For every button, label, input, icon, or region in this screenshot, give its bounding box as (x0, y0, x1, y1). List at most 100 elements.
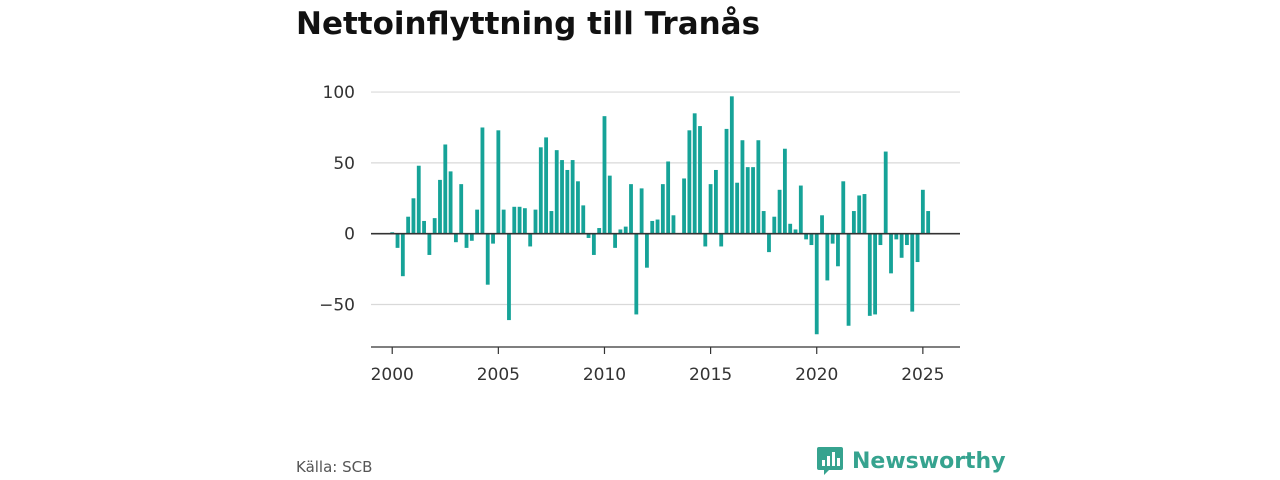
bar (400, 233, 405, 277)
bar (703, 233, 708, 247)
gridlines (371, 91, 960, 306)
y-tick-label: −50 (319, 296, 355, 316)
newsworthy-bar-chart-logo-icon (817, 447, 843, 475)
bar (830, 233, 835, 244)
bar (411, 198, 416, 234)
bar (660, 184, 665, 234)
bar (740, 140, 745, 234)
bar (682, 178, 686, 234)
bar (464, 233, 469, 248)
tick-labels: −50 0 50 100 2000 2005 2010 2015 2020 2025 (319, 83, 944, 385)
bar (889, 233, 893, 274)
bar (395, 233, 400, 248)
bar (655, 219, 660, 234)
bar (586, 233, 591, 238)
bar (501, 209, 506, 234)
bar (719, 233, 724, 247)
bar (809, 233, 814, 246)
bar (862, 194, 867, 234)
bar (788, 223, 793, 234)
bar (581, 205, 586, 234)
bar (915, 233, 920, 263)
bar (485, 233, 490, 285)
bar (597, 228, 602, 234)
bar (406, 216, 411, 234)
y-tick-label: 0 (344, 225, 355, 245)
bar (538, 147, 543, 234)
brand-logo: Newsworthy (816, 446, 1006, 476)
bar (639, 188, 644, 234)
bar (533, 209, 538, 234)
y-tick-label: 100 (323, 83, 355, 103)
y-tick-label: 50 (333, 154, 355, 174)
bar (469, 233, 474, 241)
bar (910, 233, 915, 312)
bar (735, 182, 740, 234)
bar (438, 179, 442, 234)
bar (522, 208, 527, 234)
bar (851, 211, 856, 234)
x-tick-label: 2025 (901, 365, 944, 385)
bar (480, 127, 485, 234)
bar (713, 169, 718, 234)
bar (544, 137, 549, 234)
bar (724, 128, 729, 234)
bar (576, 181, 580, 234)
x-tick-label: 2000 (371, 365, 414, 385)
bar (798, 185, 803, 234)
bar (618, 229, 623, 234)
bar (920, 189, 925, 234)
bar (459, 184, 464, 234)
brand-name: Newsworthy (852, 448, 1006, 474)
bar (570, 160, 575, 234)
bar (634, 233, 639, 315)
bar (565, 169, 570, 234)
bar (432, 218, 437, 234)
bar (751, 167, 755, 234)
bar (878, 233, 883, 246)
bar (814, 233, 819, 335)
source-note: Källa: SCB (296, 458, 373, 476)
bar (873, 233, 878, 315)
bar (416, 165, 421, 234)
bar (623, 226, 628, 234)
bar (687, 130, 692, 234)
bar (867, 233, 872, 316)
x-tick-label: 2020 (795, 365, 838, 385)
x-tick-label: 2015 (689, 365, 732, 385)
bar (475, 209, 480, 234)
bar (666, 161, 671, 234)
bar (745, 167, 750, 234)
bar (507, 233, 511, 321)
bar (629, 184, 633, 234)
bar (905, 233, 909, 246)
bar (698, 126, 702, 234)
bar (777, 189, 782, 234)
bar (804, 233, 809, 240)
bar (645, 233, 649, 268)
bar (772, 216, 777, 234)
bar (729, 96, 734, 234)
bar (591, 233, 596, 255)
bar (782, 148, 787, 234)
bar (883, 151, 888, 234)
bar (422, 220, 426, 234)
bar (671, 215, 676, 234)
bar (846, 233, 851, 326)
bar (836, 233, 840, 267)
bar (793, 229, 798, 234)
bar (448, 171, 453, 234)
bar (560, 160, 564, 234)
bar (820, 215, 824, 234)
bar (453, 233, 458, 243)
bar (899, 233, 904, 258)
bar (613, 233, 618, 248)
bar (767, 233, 771, 253)
bar (491, 233, 495, 244)
bar (512, 206, 517, 234)
bar (528, 233, 533, 247)
bar (443, 144, 448, 234)
bar (517, 206, 522, 234)
bar (496, 130, 501, 234)
